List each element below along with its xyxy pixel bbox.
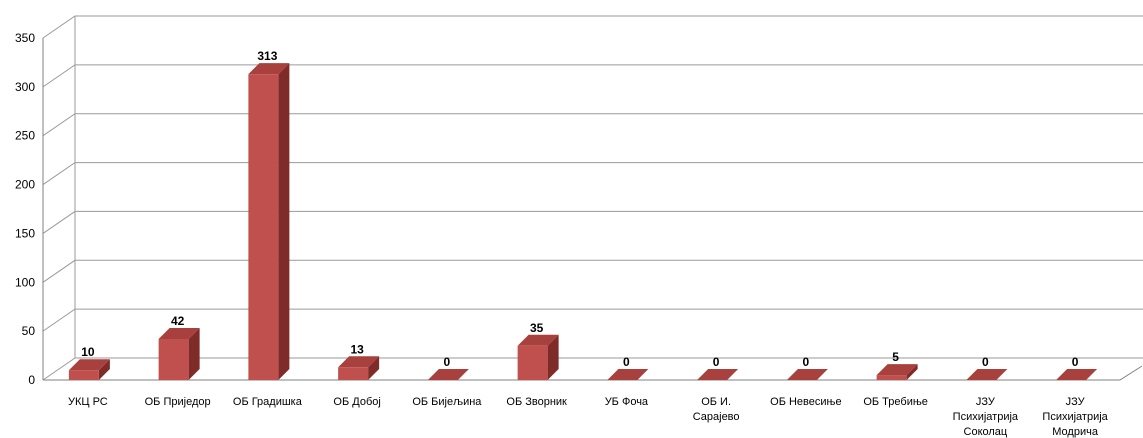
data-label: 35 xyxy=(530,321,544,335)
y-axis-ticks: 0 50 100 150 200 250 300 350 xyxy=(15,31,35,387)
bar xyxy=(68,359,110,380)
bar-front xyxy=(248,74,279,380)
x-tick-label: ЈЗУ Психијатрија Соколац xyxy=(953,396,1019,438)
gridline xyxy=(42,162,1143,185)
x-tick-label: УКЦ РС xyxy=(68,396,108,408)
bar xyxy=(248,63,290,380)
bar xyxy=(1056,369,1098,380)
bar-top xyxy=(158,327,200,339)
bar-top xyxy=(427,369,469,380)
x-tick-label: ОБ И. Сарајево xyxy=(693,396,740,423)
data-label: 0 xyxy=(444,355,451,369)
gridline xyxy=(42,113,1143,137)
floor-front-edge xyxy=(43,365,1143,381)
y-tick-label: 150 xyxy=(15,226,35,240)
bar xyxy=(786,369,828,380)
bar xyxy=(517,334,559,380)
bar xyxy=(158,327,200,380)
bar-side xyxy=(547,334,559,380)
y-tick-label: 350 xyxy=(15,31,35,45)
gridlines xyxy=(42,15,1143,381)
gridline xyxy=(42,64,1143,88)
bar-front xyxy=(876,375,907,380)
bar-front xyxy=(158,338,189,380)
bar xyxy=(876,364,918,380)
y-tick-label: 50 xyxy=(22,324,36,338)
bar-side xyxy=(906,364,918,380)
gridline xyxy=(42,210,1143,234)
bar-top xyxy=(697,369,739,380)
x-tick-label: ОБ Градишка xyxy=(233,396,303,408)
bar-top xyxy=(517,334,559,346)
bar-front xyxy=(517,345,548,380)
bar-top xyxy=(68,359,110,371)
bar-top xyxy=(786,369,828,380)
bar-side xyxy=(368,356,380,380)
data-label: 0 xyxy=(982,355,989,369)
bar-side xyxy=(188,327,200,380)
bar-side xyxy=(98,359,110,380)
bar-top xyxy=(607,369,649,380)
data-label: 42 xyxy=(171,314,185,328)
x-tick-label: ОБ Приједор xyxy=(145,396,211,408)
bars: 10 42 313 13 0 35 0 0 0 5 0 0 xyxy=(68,49,1098,380)
x-tick-label: ОБ Невесиње xyxy=(770,396,841,408)
bar-front xyxy=(68,370,99,380)
bar xyxy=(427,369,469,380)
y-tick-label: 250 xyxy=(15,129,35,143)
bar-top xyxy=(248,63,290,75)
data-label: 0 xyxy=(623,355,630,369)
y-tick-label: 0 xyxy=(28,373,35,387)
y-tick-label: 300 xyxy=(15,80,35,94)
data-label: 313 xyxy=(257,49,277,63)
x-tick-label: ОБ Бијељина xyxy=(412,396,482,408)
x-tick-label: ОБ Зворник xyxy=(506,396,567,408)
data-label: 0 xyxy=(713,355,720,369)
gridline xyxy=(42,308,1143,332)
bar xyxy=(697,369,739,380)
x-axis-labels: УКЦ РС ОБ Приједор ОБ Градишка ОБ Добој ОБ Б… xyxy=(68,396,1109,438)
data-label: 13 xyxy=(350,342,364,356)
data-label: 0 xyxy=(803,355,810,369)
x-tick-label: ОБ Добој xyxy=(333,396,380,408)
bar-top xyxy=(966,369,1008,380)
gridline xyxy=(42,15,1143,39)
bar-front xyxy=(338,367,369,380)
data-label: 10 xyxy=(81,345,95,359)
gridline xyxy=(42,259,1143,283)
bar-side xyxy=(278,63,290,380)
gridline xyxy=(42,357,1143,381)
x-tick-label: УБ Фоча xyxy=(605,396,649,408)
bar xyxy=(607,369,649,380)
bar-top xyxy=(338,356,380,368)
bar xyxy=(966,369,1008,380)
bar-top xyxy=(1056,369,1098,380)
data-label: 0 xyxy=(1072,355,1079,369)
bar xyxy=(338,356,380,380)
y-tick-label: 100 xyxy=(15,275,35,289)
y-tick-label: 200 xyxy=(15,178,35,192)
x-tick-label: ОБ Требиње xyxy=(863,396,928,408)
bar-top xyxy=(876,364,918,376)
x-tick-label: ЈЗУ Психијатрија Модрича xyxy=(1042,396,1108,438)
data-label: 5 xyxy=(892,350,899,364)
